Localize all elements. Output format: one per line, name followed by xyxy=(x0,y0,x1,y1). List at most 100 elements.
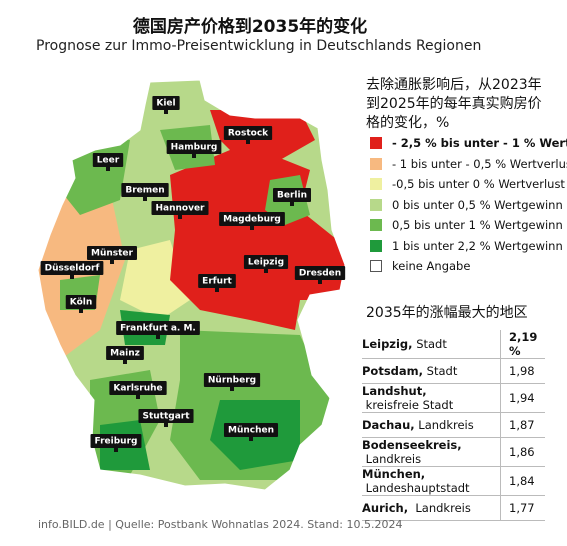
legend-label: 0,5 bis unter 1 % Wertgewinn xyxy=(392,218,563,232)
region-cell: Aurich, Landkreis xyxy=(362,495,501,521)
region-kind: Landkreis xyxy=(408,501,471,515)
region-cell: Bodenseekreis, Landkreis xyxy=(362,437,501,467)
city-name: Erfurt xyxy=(202,277,232,287)
city-dot xyxy=(70,275,74,279)
growth-value: 1,84 xyxy=(500,466,545,496)
region-name: Dachau, xyxy=(362,418,415,432)
growth-value: 1,94 xyxy=(500,383,545,413)
city-box xyxy=(106,346,144,360)
legend-item: keine Angabe xyxy=(370,259,470,273)
region-cell: Landshut, kreisfreie Stadt xyxy=(362,383,501,413)
city-name: Hamburg xyxy=(171,143,218,153)
city-dot xyxy=(215,288,219,292)
city-name: Köln xyxy=(70,298,93,308)
region-cell: Dachau, Landkreis xyxy=(362,412,501,438)
city: Hannover xyxy=(151,201,209,219)
region-kind: Landkreis xyxy=(414,418,474,432)
city-box xyxy=(223,423,279,437)
city-name: Leer xyxy=(97,156,120,166)
city: Stuttgart xyxy=(138,409,194,427)
legend-item: 1 bis unter 2,2 % Wertgewinn xyxy=(370,239,563,253)
city-box xyxy=(90,434,142,448)
city: Karlsruhe xyxy=(109,381,167,399)
city: Nürnberg xyxy=(203,373,261,391)
city-box xyxy=(65,295,97,309)
legend-title-line: 格的变化，% xyxy=(366,115,450,131)
legend-swatch xyxy=(370,157,382,170)
legend-label: 1 bis unter 2,2 % Wertgewinn xyxy=(392,238,563,253)
city-dot xyxy=(136,395,140,399)
legend-label: keine Angabe xyxy=(392,259,471,273)
city-name: Bremen xyxy=(125,186,164,196)
city-box xyxy=(87,246,137,260)
city-dot xyxy=(79,309,83,313)
legend-item: 0 bis unter 0,5 % Wertgewinn xyxy=(370,198,563,212)
city: Dresden xyxy=(294,266,346,284)
city-dot xyxy=(250,226,254,230)
subtitle: Prognose zur Immo-Preisentwicklung in De… xyxy=(36,38,482,54)
table-row: Dachau, Landkreis 1,87 xyxy=(362,412,545,438)
region-cell: Leipzig, Stadt xyxy=(362,330,501,359)
legend-item: 0,5 bis unter 1 % Wertgewinn xyxy=(370,218,563,232)
city: Kiel xyxy=(152,96,180,114)
legend-swatch xyxy=(370,198,382,211)
table-row: München, Landeshauptstadt 1,84 xyxy=(362,466,545,496)
table-row: Potsdam, Stadt 1,98 xyxy=(362,358,545,384)
region-name: Potsdam, xyxy=(362,364,424,378)
region-kind: Landeshauptstadt xyxy=(362,481,470,495)
city: Münster xyxy=(87,246,137,264)
legend-label: -0,5 bis unter 0 % Wertverlust xyxy=(392,177,565,191)
region-name: Aurich, xyxy=(362,501,409,515)
city: Frankfurt a. M. xyxy=(116,321,200,339)
city-dot xyxy=(246,140,250,144)
city-box xyxy=(138,409,194,423)
city-box xyxy=(166,140,222,154)
table-row: Landshut, kreisfreie Stadt 1,94 xyxy=(362,383,545,413)
city: Berlin xyxy=(273,188,311,206)
city-dot xyxy=(230,387,234,391)
legend-label: 0 bis unter 0,5 % Wertgewinn xyxy=(392,197,563,212)
city: Leer xyxy=(92,153,124,171)
city-box xyxy=(40,261,104,275)
city-dot xyxy=(114,448,118,452)
city: Mainz xyxy=(106,346,144,364)
city-name: Mainz xyxy=(110,349,140,359)
city: München xyxy=(223,423,279,441)
city: Leipzig xyxy=(243,255,289,273)
region-name: Landshut, xyxy=(362,384,427,398)
city-dot xyxy=(164,423,168,427)
city: Erfurt xyxy=(198,274,236,292)
city: Düsseldorf xyxy=(40,261,104,279)
legend-title-line: 到2025年的每年真实购房价 xyxy=(366,96,542,112)
growth-value: 1,77 xyxy=(500,495,545,521)
legend-title: 去除通胀影响后，从2023年 到2025年的每年真实购房价 格的变化，% xyxy=(366,76,542,133)
city-dot xyxy=(123,360,127,364)
region-kind: Landkreis xyxy=(362,452,422,466)
city-name: Freiburg xyxy=(95,437,138,447)
city-name: Münster xyxy=(91,249,134,259)
city-dot xyxy=(110,260,114,264)
city-dot xyxy=(178,215,182,219)
city-box xyxy=(151,201,209,215)
region-kind: Stadt xyxy=(423,364,458,378)
city-box xyxy=(152,96,180,110)
region-cell: Potsdam, Stadt xyxy=(362,358,501,384)
city-box xyxy=(294,266,346,280)
city: Bremen xyxy=(121,183,169,201)
growth-value: 1,98 xyxy=(500,358,545,384)
legend-swatch xyxy=(370,137,382,149)
city-name: Kiel xyxy=(156,99,175,109)
table-row: Bodenseekreis, Landkreis 1,86 xyxy=(362,437,545,467)
legend-item: - 2,5 % bis unter - 1 % Wertverlust xyxy=(370,136,567,150)
ranking-table: Leipzig, Stadt 2,19 % Potsdam, Stadt 1,98 La… xyxy=(362,330,545,521)
city-box xyxy=(243,255,289,269)
city-name: Düsseldorf xyxy=(45,264,100,274)
city-name: Karlsruhe xyxy=(113,384,162,394)
city-box xyxy=(109,381,167,395)
region-name: Bodenseekreis, xyxy=(362,438,462,452)
legend-swatch xyxy=(370,219,382,231)
city: Freiburg xyxy=(90,434,142,452)
title: 德国房产价格到2035年的变化 xyxy=(132,17,368,37)
legend-title-line: 去除通胀影响后，从2023年 xyxy=(366,77,542,93)
city-box xyxy=(198,274,236,288)
